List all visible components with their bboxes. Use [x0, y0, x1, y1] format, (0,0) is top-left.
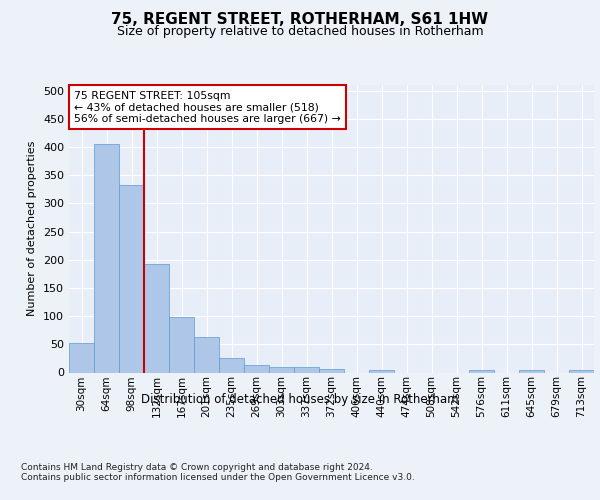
Bar [169, 316, 194, 372]
Text: Size of property relative to detached houses in Rotherham: Size of property relative to detached ho… [116, 25, 484, 38]
Text: 75 REGENT STREET: 105sqm
← 43% of detached houses are smaller (518)
56% of semi-: 75 REGENT STREET: 105sqm ← 43% of detach… [74, 91, 341, 124]
Bar [219, 358, 244, 372]
Bar [119, 185, 144, 372]
Bar [194, 337, 219, 372]
Bar [469, 370, 494, 372]
Y-axis label: Number of detached properties: Number of detached properties [28, 141, 37, 316]
Bar [369, 370, 394, 372]
Text: Distribution of detached houses by size in Rotherham: Distribution of detached houses by size … [141, 392, 459, 406]
Bar [144, 264, 169, 372]
Bar [519, 370, 544, 372]
Bar [569, 370, 594, 372]
Bar [244, 365, 269, 372]
Bar [94, 144, 119, 372]
Bar [294, 367, 319, 372]
Bar [269, 367, 294, 372]
Text: Contains HM Land Registry data © Crown copyright and database right 2024.
Contai: Contains HM Land Registry data © Crown c… [21, 462, 415, 482]
Text: 75, REGENT STREET, ROTHERHAM, S61 1HW: 75, REGENT STREET, ROTHERHAM, S61 1HW [112, 12, 488, 28]
Bar [69, 343, 94, 372]
Bar [319, 369, 344, 372]
